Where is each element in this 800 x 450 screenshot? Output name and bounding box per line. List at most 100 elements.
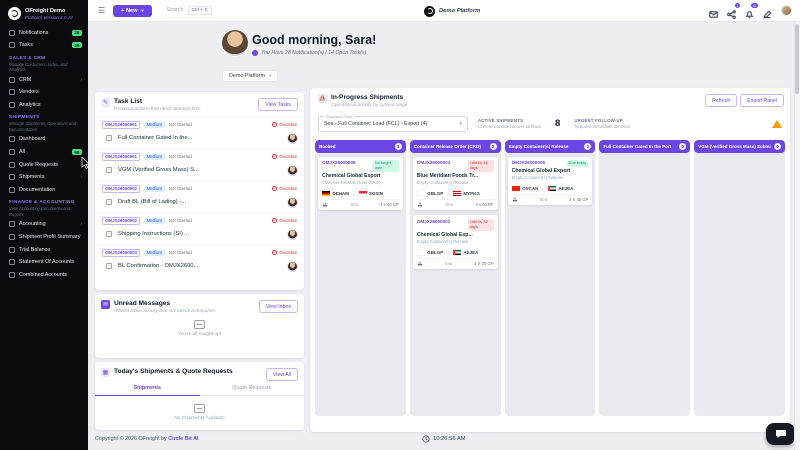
task-row[interactable]: OMJX26000001 Medium Not Started Overdue …	[95, 147, 304, 180]
sidebar-item-label: Quote Requests	[19, 161, 58, 168]
kanban-column-booked: Booked 1 OMJX26000008 No target date Che…	[315, 139, 406, 416]
copyright-brand-link[interactable]: Circle Bit AI	[168, 436, 199, 442]
check-icon	[9, 42, 15, 49]
task-priority-badge: Medium	[143, 121, 165, 128]
sidebar-item-combined-accounts[interactable]: Combined Accounts	[0, 268, 88, 281]
sidebar-item-label: Accounting	[19, 221, 46, 228]
active-shipments-sub: Current workload across all flows	[478, 123, 542, 129]
task-row[interactable]: OMJX26000002 Medium Not Started Overdue …	[95, 179, 304, 212]
chevron-down-icon: ▾	[268, 73, 272, 79]
task-row[interactable]: OMJX26000001 Medium Not Started Overdue …	[95, 115, 304, 148]
sidebar-item-tasks[interactable]: Tasks 25	[0, 39, 88, 52]
origin-port: DEHAM	[332, 191, 350, 197]
sidebar-item-label: Analytics	[19, 101, 41, 108]
task-checkbox[interactable]	[106, 231, 112, 237]
share-network-icon[interactable]: 1	[727, 3, 740, 19]
signature-pen-icon[interactable]	[763, 6, 772, 19]
column-count-badge: 1	[394, 142, 402, 150]
sidebar-logo[interactable]: OFreight Demo Platform Version 4.0.22	[0, 5, 88, 26]
sidebar-item-vendors[interactable]: Vendors	[0, 86, 88, 99]
assignee-avatar	[288, 229, 297, 239]
task-row[interactable]: OMJX26000002 Medium Not Started Overdue …	[95, 211, 304, 244]
calendar-icon: ▦	[101, 368, 110, 377]
equipment: 4 x 40 RF	[475, 201, 494, 207]
due-status-badge: Late by 16 days	[467, 160, 494, 172]
view-tasks-button[interactable]: View Tasks	[258, 98, 298, 111]
shipment-card[interactable]: OMJX26000005 Due today Chemical Global E…	[507, 156, 593, 206]
shipment-stage: Empty Container(s) Release	[416, 180, 469, 186]
bell-count-badge: 12	[750, 3, 758, 8]
task-row[interactable]: OMJX26000003 Medium Not Started Overdue …	[95, 243, 304, 276]
quote-icon	[9, 161, 15, 168]
tab-shipments[interactable]: Shipments	[95, 382, 200, 396]
sidebar-item-label: Combined Accounts	[19, 271, 67, 278]
copyright: Copyright © 2026 OFreight by Circle Bit …	[95, 436, 199, 442]
shipment-card[interactable]: OMJX26000002 Late by 32 days Chemical Gl…	[412, 215, 498, 269]
task-checkbox[interactable]	[106, 135, 112, 141]
sidebar-item-accounting[interactable]: Accounting ›	[0, 218, 88, 231]
new-button[interactable]: + New ▼	[113, 4, 153, 17]
task-checkbox[interactable]	[106, 199, 112, 205]
shipment-id: OMJX26000001	[416, 160, 451, 165]
shipment-card[interactable]: OMJX26000001 Late by 16 days Blue Meridi…	[412, 156, 498, 211]
destination-port: MYPKG	[463, 191, 480, 197]
arrow-right-icon: →	[445, 250, 451, 255]
brand-name: Demo Platform	[439, 8, 481, 14]
column-name: Booked	[319, 143, 336, 149]
user-avatar[interactable]	[781, 5, 792, 16]
unread-messages-subtitle: Recent inbox activity that still needs a…	[114, 308, 217, 314]
task-checkbox[interactable]	[106, 263, 112, 269]
bell-icon	[9, 29, 15, 36]
sidebar-item-quote-requests[interactable]: Quote Requests ›	[0, 158, 88, 171]
sidebar-item-label: Trial Balance	[19, 246, 51, 253]
flag-cn-icon	[511, 186, 520, 192]
panel-subtitle: Operational activity by current stage	[331, 102, 408, 108]
sidebar-item-shipments[interactable]: Shipments ›	[0, 171, 88, 184]
origin-port: GBLGP	[427, 191, 444, 197]
sidebar-item-analytics[interactable]: Analytics	[0, 99, 88, 112]
chat-launcher-button[interactable]	[766, 423, 795, 445]
clock-icon	[422, 435, 430, 443]
shipment-flow-select[interactable]: Shipment Flow Sea - Full Container Load …	[318, 113, 468, 132]
sidebar-item-documentation[interactable]: Documentation	[0, 184, 88, 197]
kanban-column-header: Empty Container(s) Release 1	[504, 139, 596, 153]
today-tabs: Shipments Quote Requests	[95, 382, 304, 396]
hamburger-menu-icon[interactable]: ☰	[98, 6, 106, 15]
task-priority-badge: Medium	[143, 153, 165, 160]
equipment: 4 X 40 GP	[569, 196, 589, 202]
sidebar-item-trial-balance[interactable]: Trial Balance	[0, 243, 88, 256]
kanban-column-header: Booked 1	[315, 139, 406, 153]
task-status: Not Started	[168, 250, 192, 255]
notifications-bell-icon[interactable]: 12	[745, 3, 758, 19]
refresh-button[interactable]: Refresh	[705, 94, 738, 107]
sidebar-item-statement-of-accounts[interactable]: Statement Of Accounts	[0, 256, 88, 269]
search-input[interactable]: Search Ctrl + K	[164, 4, 214, 18]
store-icon	[9, 89, 15, 96]
scrollbar-thumb[interactable]	[795, 24, 799, 94]
clock-icon	[272, 218, 278, 223]
sidebar-item-profit-summary[interactable]: Shipment Profit Summary	[0, 231, 88, 244]
sidebar-item-all[interactable]: All 96	[0, 146, 88, 159]
platform-selector[interactable]: Demo Platform ▾	[222, 70, 279, 82]
task-checkbox[interactable]	[106, 167, 112, 173]
sidebar-item-label: Tasks	[19, 42, 33, 49]
task-list-card: ✎ Task List Personal actions that need a…	[95, 92, 304, 290]
mail-check-icon[interactable]	[709, 6, 718, 18]
task-id-badge: OMJX26000002	[102, 184, 140, 193]
sidebar-item-label: All	[19, 149, 25, 156]
sidebar-item-crm[interactable]: CRM ›	[0, 73, 88, 86]
today-empty-state: No Shipments Available	[95, 404, 304, 421]
shipment-id: OMJX26000008	[322, 160, 356, 165]
view-inbox-button[interactable]: View Inbox	[258, 300, 298, 313]
tab-quote-requests[interactable]: Quote Requests	[199, 382, 304, 396]
bank-icon	[9, 221, 15, 228]
task-id-badge: OMJX26000001	[102, 152, 140, 161]
sidebar-item-dashboard[interactable]: Dashboard	[0, 133, 88, 146]
task-title: Draft BL (Bill of Lading) -...	[118, 199, 187, 205]
view-all-button[interactable]: View All	[265, 368, 298, 381]
sidebar-item-notifications[interactable]: Notifications 28	[0, 26, 88, 39]
assignee-avatar	[288, 197, 297, 207]
shipment-card[interactable]: OMJX26000008 No target date Chemical Glo…	[318, 156, 403, 211]
due-status-badge: No target date	[372, 160, 399, 172]
export-panel-button[interactable]: Export Panel	[740, 94, 784, 107]
